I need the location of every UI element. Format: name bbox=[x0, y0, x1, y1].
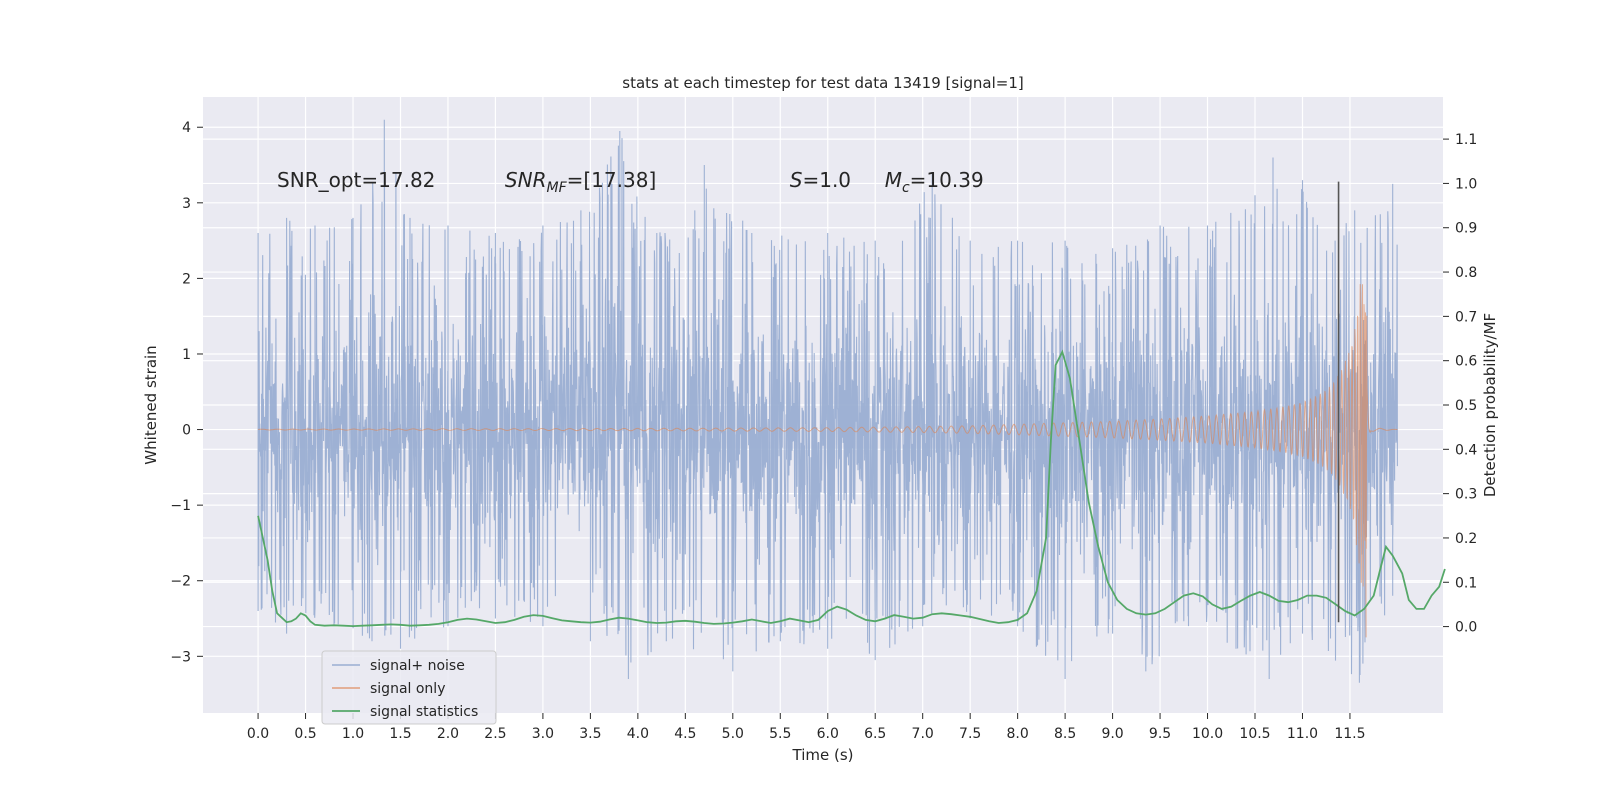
chart-title: stats at each timestep for test data 134… bbox=[622, 74, 1023, 92]
y-tick-label: −3 bbox=[170, 649, 191, 665]
y2-tick-label: 0.9 bbox=[1455, 221, 1477, 237]
annotation-3: Mc=10.39 bbox=[885, 168, 984, 196]
x-tick-label: 10.0 bbox=[1192, 726, 1223, 742]
x-tick-label: 8.5 bbox=[1054, 726, 1076, 742]
x-tick-label: 2.0 bbox=[437, 726, 459, 742]
series-signal-only bbox=[257, 284, 1398, 638]
y-axis-label: Whitened strain bbox=[142, 345, 160, 464]
y-tick-label: −1 bbox=[170, 498, 191, 514]
y2-tick-label: 0.8 bbox=[1455, 265, 1477, 281]
x-tick-label: 3.5 bbox=[579, 726, 601, 742]
x-tick-label: 1.0 bbox=[342, 726, 364, 742]
legend-entry: signal only bbox=[370, 681, 445, 697]
y-axis-ticks: −3 −2 −1 0 1 2 3 4 bbox=[170, 120, 203, 665]
y2-tick-label: 0.3 bbox=[1455, 487, 1477, 503]
y2-tick-label: 0.0 bbox=[1455, 620, 1477, 636]
legend-entry: signal+ noise bbox=[370, 658, 465, 674]
x-tick-label: 0.0 bbox=[247, 726, 269, 742]
y2-tick-label: 0.2 bbox=[1455, 531, 1477, 547]
signal-noise-trace bbox=[257, 119, 1398, 683]
x-axis-ticks: 0.0 0.5 1.0 1.5 2.0 2.5 3.0 3.5 4.0 4.5 5.0 5.5 6.0 6… bbox=[247, 713, 1366, 742]
y-tick-label: 0 bbox=[182, 423, 191, 439]
signal-statistics-line bbox=[257, 349, 1446, 628]
x-tick-label: 6.5 bbox=[864, 726, 886, 742]
y2-tick-label: 0.6 bbox=[1455, 354, 1477, 370]
annotations: SNR_opt=17.82 SNRMF=[17.38] S=1.0 Mc=10.39 bbox=[277, 168, 984, 196]
y2-tick-label: 0.1 bbox=[1455, 575, 1477, 591]
y2-axis-label: Detection probability/MF bbox=[1481, 313, 1499, 497]
x-tick-label: 5.0 bbox=[722, 726, 744, 742]
y2-tick-label: 0.7 bbox=[1455, 309, 1477, 325]
x-tick-label: 8.0 bbox=[1007, 726, 1029, 742]
x-tick-label: 7.5 bbox=[959, 726, 981, 742]
x-tick-label: 1.5 bbox=[389, 726, 411, 742]
y2-tick-label: 0.4 bbox=[1455, 442, 1477, 458]
annotation-0: SNR_opt=17.82 bbox=[277, 168, 435, 192]
x-tick-label: 3.0 bbox=[532, 726, 554, 742]
y-tick-label: 1 bbox=[182, 347, 191, 363]
x-tick-label: 4.5 bbox=[674, 726, 696, 742]
annotation-2: S=1.0 bbox=[790, 168, 851, 192]
legend-entry: signal statistics bbox=[370, 704, 478, 720]
y2-tick-label: 1.0 bbox=[1455, 176, 1477, 192]
x-tick-label: 5.5 bbox=[769, 726, 791, 742]
legend-box bbox=[321, 650, 497, 725]
y2-axis-ticks: 0.0 0.1 0.2 0.3 0.4 0.5 0.6 0.7 0.8 0.9 1.0 1.1 bbox=[1443, 132, 1477, 636]
y-tick-label: 4 bbox=[182, 120, 191, 136]
y2-tick-label: 0.5 bbox=[1455, 398, 1477, 414]
y-tick-label: 3 bbox=[182, 196, 191, 212]
signal-only-trace bbox=[257, 284, 1398, 638]
x-tick-label: 11.5 bbox=[1334, 726, 1365, 742]
x-tick-label: 7.0 bbox=[912, 726, 934, 742]
series-signal-statistics bbox=[257, 349, 1446, 628]
x-tick-label: 10.5 bbox=[1239, 726, 1270, 742]
x-tick-label: 11.0 bbox=[1287, 726, 1318, 742]
y-tick-label: 2 bbox=[182, 271, 191, 287]
series-signal-noise bbox=[257, 119, 1398, 683]
annotation-1: SNRMF=[17.38] bbox=[505, 168, 656, 196]
legend: signal+ noise signal only signal statistic… bbox=[321, 650, 497, 725]
x-tick-label: 9.5 bbox=[1149, 726, 1171, 742]
x-tick-label: 9.0 bbox=[1101, 726, 1123, 742]
x-tick-label: 2.5 bbox=[484, 726, 506, 742]
y2-tick-label: 1.1 bbox=[1455, 132, 1477, 148]
y-tick-label: −2 bbox=[170, 574, 191, 590]
x-tick-label: 6.0 bbox=[817, 726, 839, 742]
x-tick-label: 4.0 bbox=[627, 726, 649, 742]
x-axis-label: Time (s) bbox=[792, 746, 854, 764]
x-tick-label: 0.5 bbox=[294, 726, 316, 742]
